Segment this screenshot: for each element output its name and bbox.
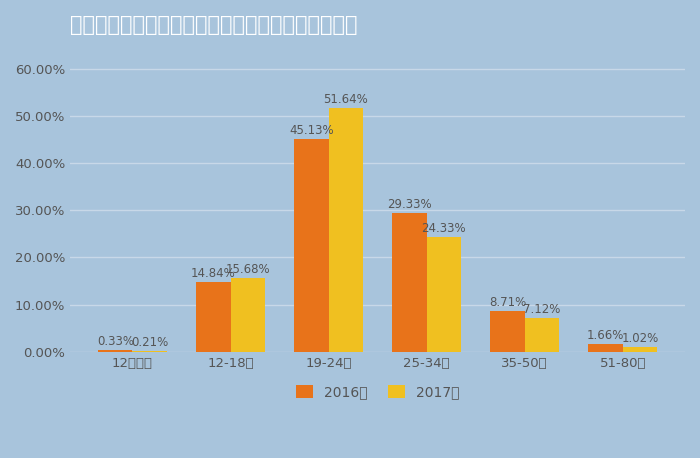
Bar (328, 108, 363, 352)
Bar (132, 351, 167, 352)
Text: 0.33%: 0.33% (97, 335, 134, 349)
Text: 1.02%: 1.02% (622, 332, 659, 345)
Text: 29.33%: 29.33% (387, 198, 432, 212)
Legend: 2016年, 2017年: 2016年, 2017年 (289, 378, 466, 406)
Text: 国慶節日本旅行について投稿したユーザー年齢分布: 国慶節日本旅行について投稿したユーザー年齢分布 (70, 15, 358, 35)
Bar (525, 318, 559, 352)
Bar (98, 350, 132, 352)
Bar (294, 139, 328, 352)
Bar (196, 282, 230, 352)
Text: 45.13%: 45.13% (289, 124, 334, 137)
Text: 15.68%: 15.68% (225, 263, 270, 276)
Bar (491, 311, 525, 352)
Text: 24.33%: 24.33% (421, 222, 466, 235)
Text: 51.64%: 51.64% (323, 93, 368, 106)
Bar (623, 347, 657, 352)
Bar (589, 344, 623, 352)
Text: 0.21%: 0.21% (131, 336, 168, 349)
Bar (426, 237, 461, 352)
Bar (392, 213, 426, 352)
Bar (230, 278, 265, 352)
Text: 1.66%: 1.66% (587, 329, 624, 342)
Text: 14.84%: 14.84% (191, 267, 236, 280)
Text: 8.71%: 8.71% (489, 296, 526, 309)
Text: 7.12%: 7.12% (523, 303, 561, 316)
